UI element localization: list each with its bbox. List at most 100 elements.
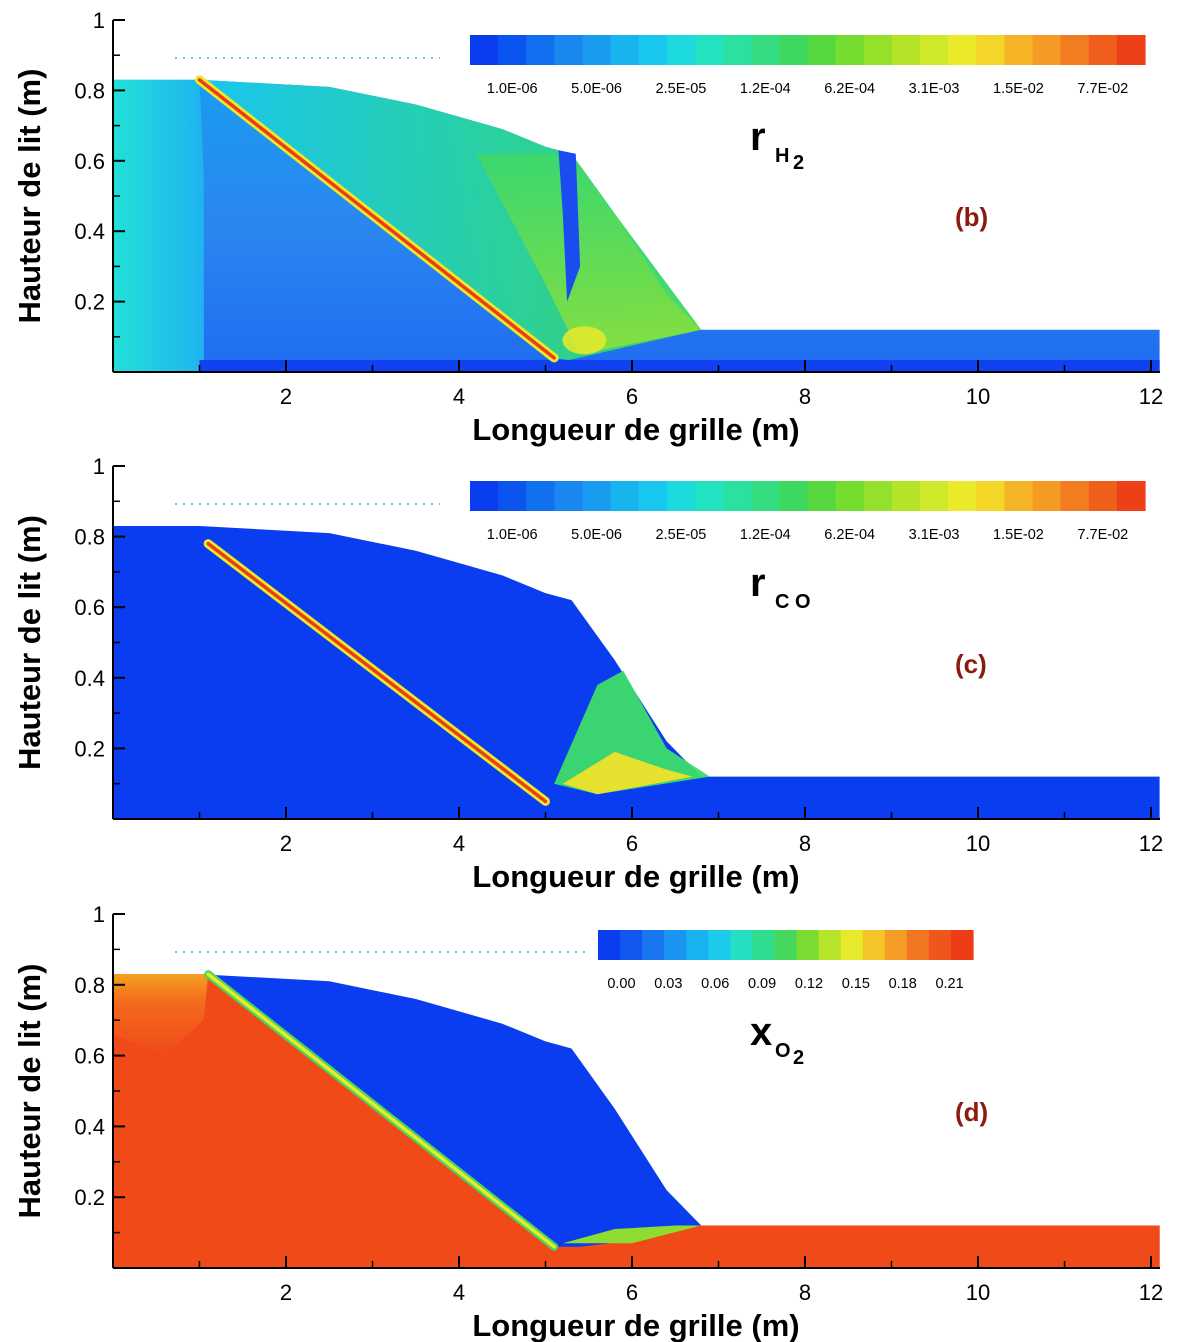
colorbar-swatch	[664, 930, 687, 960]
colorbar-swatch	[498, 35, 527, 65]
colorbar-swatch	[950, 930, 974, 960]
colorbar-swatch	[638, 481, 668, 511]
colorbar-tick-label: 0.12	[795, 976, 823, 992]
x-axis-label: Longueur de grille (m)	[472, 412, 799, 447]
y-tick-label: 0.2	[74, 736, 105, 761]
colorbar-tick-label: 2.5E-05	[656, 81, 707, 97]
x-tick-label: 12	[1139, 1280, 1163, 1305]
y-axis-label: Hauteur de lit (m)	[12, 515, 47, 770]
colorbar-swatch	[807, 481, 837, 511]
colorbar-swatch	[730, 930, 754, 960]
colorbar-swatch	[526, 481, 555, 511]
colorbar-swatch	[1088, 35, 1118, 65]
colorbar-tick-label: 0.00	[607, 976, 635, 992]
colorbar-swatch	[695, 35, 724, 65]
variable-subscript: C O	[775, 591, 811, 613]
colorbar-swatch	[1060, 35, 1090, 65]
colorbar-swatch	[1116, 481, 1146, 511]
x-tick-label: 2	[280, 384, 292, 409]
colorbar-swatch	[610, 35, 640, 65]
x-tick-label: 10	[966, 384, 990, 409]
variable-subscript: H	[775, 145, 789, 167]
colorbar-swatch	[695, 481, 724, 511]
variable-sub-subscript: 2	[793, 152, 804, 174]
colorbar-swatch	[1004, 481, 1034, 511]
x-tick-label: 2	[280, 1280, 292, 1305]
colorbar-swatch	[976, 481, 1005, 511]
colorbar-tick-label: 6.2E-04	[824, 527, 875, 543]
colorbar-swatch	[835, 481, 865, 511]
colorbar-swatch	[1032, 35, 1062, 65]
bed-dark-streak	[558, 150, 581, 302]
colorbar-swatch	[620, 930, 643, 960]
reaction-front-line	[206, 972, 556, 1249]
colorbar-swatch	[779, 481, 809, 511]
x-tick-label: 2	[280, 831, 292, 856]
colorbar-tick-label: 2.5E-05	[656, 527, 707, 543]
x-tick-label: 12	[1139, 384, 1163, 409]
colorbar-swatch	[666, 35, 696, 65]
panel-label: (b)	[955, 202, 988, 232]
variable-sub-subscript: 2	[793, 1047, 804, 1069]
colorbar-swatch	[807, 35, 837, 65]
x-axis-label: Longueur de grille (m)	[472, 1308, 799, 1342]
bed-left-zone	[113, 79, 204, 372]
colorbar-tick-label: 1.0E-06	[487, 527, 538, 543]
variable-name: r	[750, 561, 766, 605]
colorbar-swatch	[774, 930, 798, 960]
colorbar-swatch	[470, 35, 499, 65]
colorbar-swatch	[642, 930, 665, 960]
colorbar-swatch	[638, 35, 668, 65]
reaction-front-line	[197, 78, 556, 360]
reaction-front-line	[206, 541, 548, 804]
x-tick-label: 8	[799, 1280, 811, 1305]
bed-hot-spot	[562, 326, 607, 355]
colorbar-swatch	[708, 930, 731, 960]
x-tick-label: 10	[966, 1280, 990, 1305]
colorbar-swatch	[948, 481, 977, 511]
colorbar-swatch	[818, 930, 842, 960]
y-tick-label: 1	[93, 454, 105, 479]
colorbar-swatch	[1088, 481, 1118, 511]
colorbar-swatch	[751, 481, 780, 511]
colorbar-tick-label: 1.2E-04	[740, 81, 791, 97]
bed-bottom-strip	[199, 360, 1160, 372]
colorbar-swatch	[610, 481, 640, 511]
colorbar-tick-label: 3.1E-03	[909, 81, 960, 97]
colorbar-swatch	[863, 35, 893, 65]
colorbar-swatch	[840, 930, 864, 960]
y-tick-label: 1	[93, 8, 105, 33]
colorbar-swatch	[1060, 481, 1090, 511]
y-tick-label: 0.2	[74, 290, 105, 315]
y-tick-label: 0.8	[74, 78, 105, 103]
y-tick-label: 0.4	[74, 219, 105, 244]
colorbar: 1.0E-06 5.0E-06 2.5E-05 1.2E-04 6.2E-04 3.1E-…	[470, 481, 1146, 543]
y-axis-label: Hauteur de lit (m)	[12, 69, 47, 324]
colorbar-tick-label: 1.5E-02	[993, 81, 1044, 97]
variable-name: x	[750, 1010, 772, 1054]
y-tick-label: 1	[93, 902, 105, 927]
bed-plume-green	[554, 670, 710, 795]
colorbar-swatch	[1032, 481, 1062, 511]
x-tick-label: 6	[626, 384, 638, 409]
y-tick-label: 0.8	[74, 973, 105, 998]
colorbar-swatch	[835, 35, 865, 65]
colorbar-swatch	[598, 930, 621, 960]
colorbar-tick-label: 1.5E-02	[993, 527, 1044, 543]
y-tick-label: 0.4	[74, 666, 105, 691]
colorbar-swatch	[862, 930, 886, 960]
colorbar-tick-label: 7.7E-02	[1077, 527, 1128, 543]
colorbar-tick-label: 6.2E-04	[824, 81, 875, 97]
y-tick-label: 0.6	[74, 149, 105, 174]
colorbar-tick-label: 0.18	[889, 976, 917, 992]
colorbar-tick-label: 0.09	[748, 976, 776, 992]
colorbar-swatch	[891, 481, 921, 511]
x-tick-label: 12	[1139, 831, 1163, 856]
bed-oxygen-rich-zone	[113, 974, 1160, 1268]
colorbar-swatch	[666, 481, 696, 511]
colorbar-swatch	[920, 481, 949, 511]
